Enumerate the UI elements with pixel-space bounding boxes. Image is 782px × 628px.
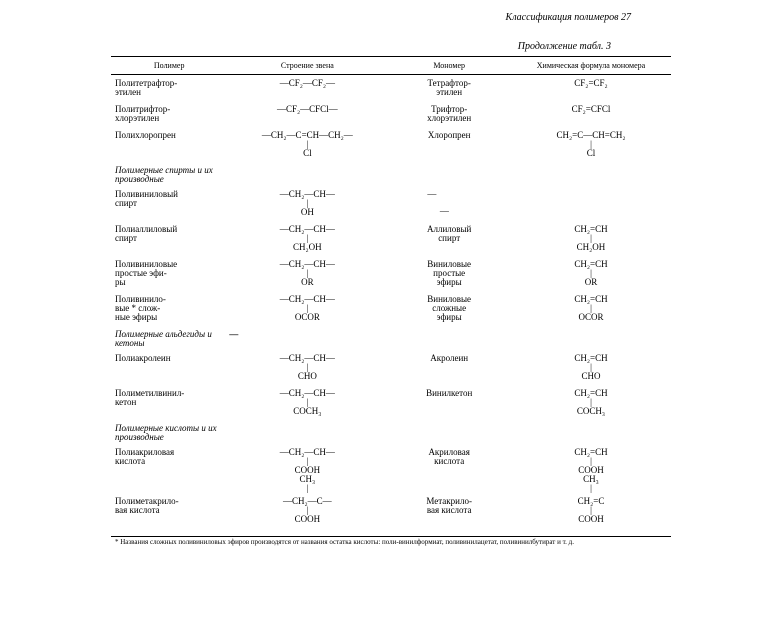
polymer-name: Поливиниловые простые эфи- ры: [111, 256, 227, 291]
monomer-formula: CH₂=CH | COOH CH₃ |: [511, 444, 671, 493]
table-row: Поливиниловый спирт —CH₂—CH— | OH — —: [111, 186, 671, 221]
footnote: * Названия сложных поливиниловых эфиров …: [111, 536, 671, 547]
table-row: Политетрафтор- этилен —CF₂—CF₂— Тетрафто…: [111, 75, 671, 102]
table-continuation: Продолжение табл. 3: [111, 41, 671, 52]
monomer-name: Винилкетон: [387, 385, 511, 420]
polymer-table: Полимер Строение звена Мономер Химическа…: [111, 56, 671, 528]
monomer-formula: CF₂=CF₂: [511, 75, 671, 102]
chem-line: COOH: [578, 515, 605, 524]
table-row: Полиметакрило- вая кислота —CH₂—C— | COO…: [111, 493, 671, 528]
monomer-formula: CH₂=CH | COCH₃: [511, 385, 671, 420]
chem-line: COCH₃: [280, 407, 335, 416]
chain-structure: —CH₂—CH— | COCH₃: [227, 385, 387, 420]
monomer-name: —: [387, 186, 476, 203]
table-row: Политрифтор- хлорэтилен —CF₂—CFCl— Трифт…: [111, 101, 671, 127]
table-row: Полихлоропрен —CH₂—C=CH—CH₂— | Cl Хлороп…: [111, 127, 671, 162]
table-row: Полиакриловая кислота —CH₂—CH— | COOH CH…: [111, 444, 671, 493]
chem-line: OR: [574, 278, 607, 287]
group-label: Полимерные кислоты и их производные: [111, 420, 227, 444]
monomer-name: Аллиловый спирт: [387, 221, 511, 256]
page: Классификация полимеров 27 Продолжение т…: [111, 0, 671, 547]
monomer-name: Тетрафтор- этилен: [387, 75, 511, 102]
chem-line: CHO: [280, 372, 335, 381]
chain-structure: —CH₂—CH— | OCOR: [227, 291, 387, 326]
col-polymer: Полимер: [111, 57, 227, 75]
monomer-name: Метакрило- вая кислота: [387, 493, 511, 528]
polymer-name: Поливиниловый спирт: [111, 186, 227, 221]
chem-line: CH₂OH: [280, 243, 335, 252]
table-row: Полиметилвинил- кетон —CH₂—CH— | COCH₃ В…: [111, 385, 671, 420]
polymer-name: Полиакролеин: [111, 350, 227, 385]
col-monomer: Мономер: [387, 57, 511, 75]
table-row: Поливиниловые простые эфи- ры —CH₂—CH— |…: [111, 256, 671, 291]
monomer-name: Виниловые простые эфиры: [387, 256, 511, 291]
monomer-formula: —: [387, 203, 501, 220]
chain-structure: —CH₂—CH— | CHO: [227, 350, 387, 385]
polymer-name: Полиаллиловый спирт: [111, 221, 227, 256]
chem-line: |: [280, 484, 335, 493]
group-label: Полимерные спирты и их производные: [111, 162, 227, 186]
page-header: Классификация полимеров 27: [111, 12, 671, 23]
polymer-name: Полиметилвинил- кетон: [111, 385, 227, 420]
col-formula: Химическая формула мономера: [511, 57, 671, 75]
chem-line: OR: [280, 278, 335, 287]
chain-structure: —CH₂—CH— | OR: [227, 256, 387, 291]
table-row: Поливинило- вые * слож- ные эфиры —CH₂—C…: [111, 291, 671, 326]
chain-structure: —CF₂—CFCl—: [227, 101, 387, 127]
monomer-formula: CH₂=CH | CH₂OH: [511, 221, 671, 256]
polymer-name: Политрифтор- хлорэтилен: [111, 101, 227, 127]
chem-line: COOH: [283, 515, 332, 524]
monomer-formula: CH₂=C | COOH: [511, 493, 671, 528]
polymer-name: Полиакриловая кислота: [111, 444, 227, 493]
group-header: Полимерные спирты и их производные: [111, 162, 671, 186]
monomer-formula: CH₂=CH | OCOR: [511, 291, 671, 326]
monomer-formula: CH₂=CH | CHO: [511, 350, 671, 385]
chem-line: |: [574, 484, 607, 493]
monomer-formula: CH₂=CH | OR: [511, 256, 671, 291]
table-row: Полиакролеин —CH₂—CH— | CHO Акролеин CH₂…: [111, 350, 671, 385]
chem-line: OH: [280, 208, 335, 217]
chain-structure: —CF₂—CF₂—: [227, 75, 387, 102]
group-header: Полимерные альдегиды и кетоны —: [111, 326, 671, 350]
chain-structure: —CH₂—C— | COOH: [227, 493, 387, 528]
chem-line: OCOR: [574, 313, 607, 322]
chem-line: CH₂OH: [574, 243, 607, 252]
col-chain: Строение звена: [227, 57, 387, 75]
monomer-name: Трифтор- хлорэтилен: [387, 101, 511, 127]
chem-line: Cl: [262, 149, 353, 158]
chem-line: OCOR: [280, 313, 335, 322]
dash-icon: —: [229, 329, 238, 339]
chem-line: Cl: [557, 149, 626, 158]
chain-structure: —CH₂—CH— | CH₂OH: [227, 221, 387, 256]
chain-structure: —CH₂—C=CH—CH₂— | Cl: [227, 127, 387, 162]
monomer-formula: CF₂=CFCl: [511, 101, 671, 127]
monomer-name: Акролеин: [387, 350, 511, 385]
polymer-name: Политетрафтор- этилен: [111, 75, 227, 102]
monomer-formula: CH₂=C—CH=CH₂ | Cl: [511, 127, 671, 162]
group-label: Полимерные альдегиды и кетоны: [111, 326, 227, 350]
chain-structure: —CH₂—CH— | OH: [227, 186, 387, 221]
monomer-name: Виниловые сложные эфиры: [387, 291, 511, 326]
chain-structure: —CH₂—CH— | COOH CH₃ |: [227, 444, 387, 493]
group-header: Полимерные кислоты и их производные: [111, 420, 671, 444]
monomer-name: Хлоропрен: [387, 127, 511, 162]
table-row: Полиаллиловый спирт —CH₂—CH— | CH₂OH Алл…: [111, 221, 671, 256]
polymer-name: Полиметакрило- вая кислота: [111, 493, 227, 528]
polymer-name: Полихлоропрен: [111, 127, 227, 162]
monomer-name: Акриловая кислота: [387, 444, 511, 493]
polymer-name: Поливинило- вые * слож- ные эфиры: [111, 291, 227, 326]
chem-line: COCH₃: [574, 407, 607, 416]
chem-line: CHO: [574, 372, 607, 381]
